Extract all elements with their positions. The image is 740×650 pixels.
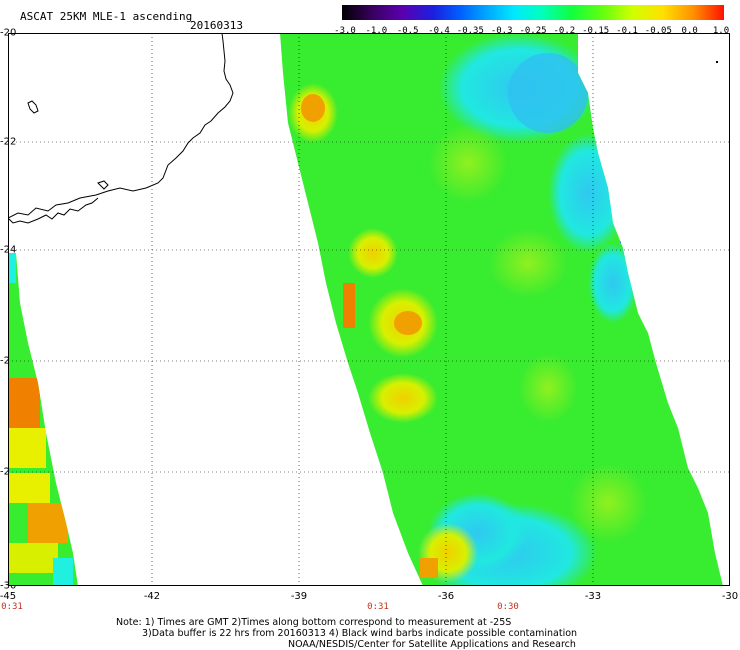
lon-label-33: -33 [584,591,602,602]
time-label-3: 0:30 [497,602,519,612]
lon-label-42: -42 [143,591,161,602]
coastline-detail [8,197,99,224]
note-line-3: NOAA/NESDIS/Center for Satellite Applica… [288,639,576,650]
wind-map [8,33,730,586]
island-dot [716,61,718,63]
colorbar-label: -3.0 [334,26,356,36]
time-label-2: 0:31 [367,602,389,612]
map-border [8,33,730,586]
colorbar-label: -0.15 [582,26,610,36]
island-1 [27,100,39,114]
lat-label-30: -30 [0,580,17,592]
note-line-2: 3)Data buffer is 22 hrs from 20160313 4)… [142,628,578,639]
island-2 [97,180,109,190]
colorbar-label: -0.2 [553,26,576,36]
colorbar-label: -0.1 [616,26,638,36]
colorbar-label: -0.3 [490,26,513,36]
grid [8,33,730,586]
lon-label-45: -45 [0,591,17,602]
colorbar-label: -0.4 [428,26,450,36]
time-label-1: 0:31 [1,602,23,612]
colorbar-label: -0.25 [519,26,547,36]
colorbar-label: 1.0 [712,26,730,36]
colorbar-label: 0.0 [681,26,698,36]
colorbar [342,5,724,20]
colorbar-label: -0.35 [456,26,484,36]
colorbar-label: -1.0 [365,26,388,36]
colorbar-label: -0.05 [644,26,672,36]
swath-left [8,253,78,586]
lon-label-36: -36 [437,591,455,602]
coastline [8,33,234,219]
colorbar-label: -0.5 [396,26,419,36]
lon-label-39: -39 [290,591,308,602]
product-date: 20160313 [190,19,243,32]
product-title: ASCAT 25KM MLE-1 ascending [20,10,193,23]
lon-label-30: -30 [721,591,739,602]
note-line-1: Note: 1) Times are GMT 2)Times along bot… [116,617,512,628]
swath-main [280,33,723,586]
